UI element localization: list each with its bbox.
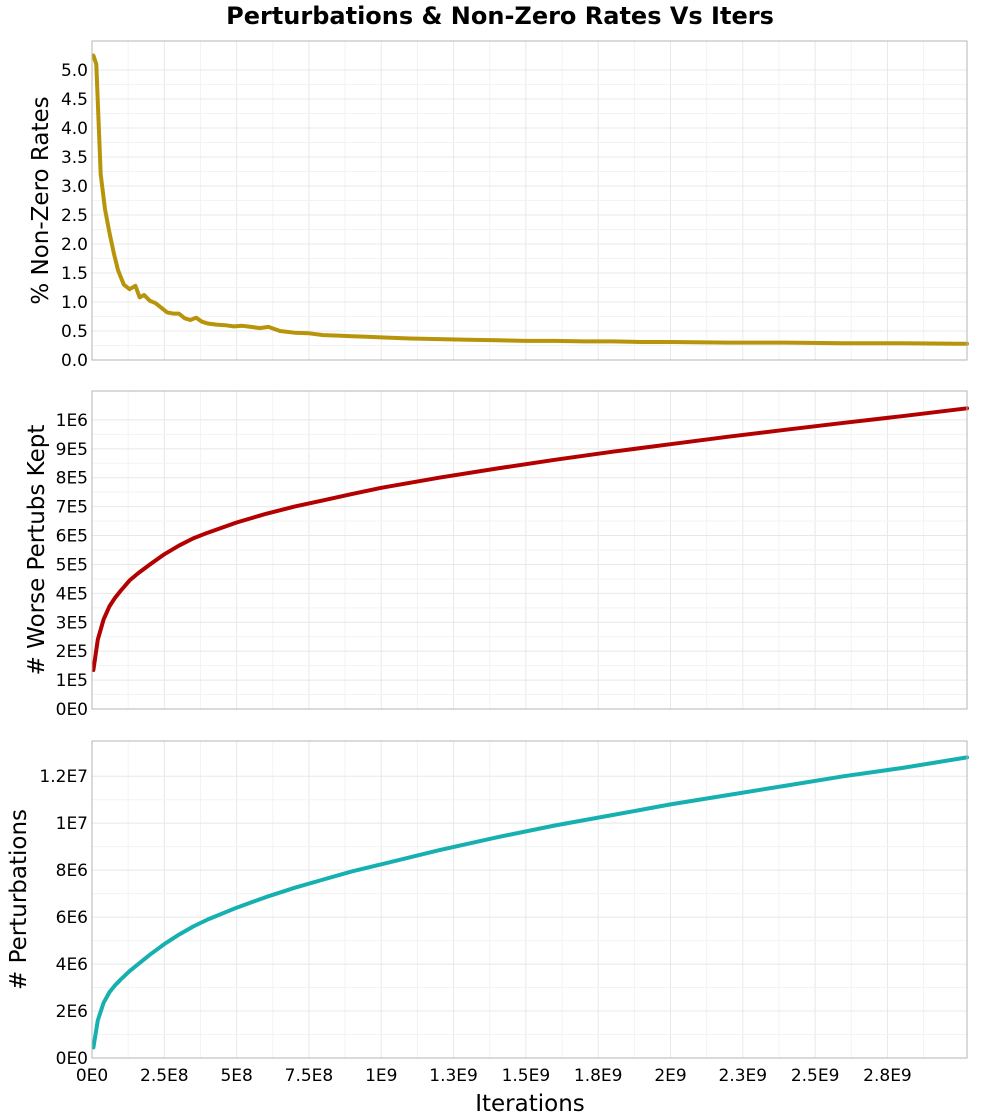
x-tick-label: 2E9: [654, 1066, 686, 1086]
x-tick-label: 1.5E9: [502, 1066, 551, 1086]
y-tick-label: 5E5: [56, 555, 88, 575]
x-tick-label: 2.8E9: [863, 1066, 912, 1086]
y-tick-label: 3.0: [61, 177, 88, 197]
x-tick-label: 1.8E9: [574, 1066, 623, 1086]
y-tick-label: 4E6: [56, 955, 88, 975]
y-tick-label: 4E5: [56, 584, 88, 604]
x-tick-label: 2.3E9: [719, 1066, 768, 1086]
plot-frame: [91, 740, 968, 1059]
panel-2: 0E0 1E5 2E5 3E5 4E5 5E5 6E5 7E5 8E5 9E5 1E6 # Worse…: [24, 390, 969, 720]
plot-frame: [91, 40, 968, 361]
x-tick-label: 2.5E8: [140, 1066, 189, 1086]
x-axis-label: Iterations: [475, 1091, 585, 1117]
y-tick-label: 8E5: [56, 469, 88, 489]
x-tick-label: 2.5E9: [791, 1066, 840, 1086]
y-tick-label: 8E6: [56, 861, 88, 881]
y-tick-label: 1E6: [56, 411, 88, 431]
x-tick-label: 5E8: [220, 1066, 252, 1086]
y-tick-label: 5.0: [61, 61, 88, 81]
y-axis-label: # Worse Pertubs Kept: [24, 425, 50, 676]
panel-3: 0E0 2E6 4E6 6E6 8E6 1E7 1.2E7 # Perturbations 0E…: [6, 740, 969, 1086]
y-axis-label: % Non-Zero Rates: [28, 96, 54, 304]
y-tick-label: 1E7: [56, 814, 88, 834]
panel-1: 0.0 0.5 1.0 1.5 2.0 2.5 3.0 3.5 4.0 4.5 5.0 % Non-Z…: [28, 40, 969, 371]
y-tick-label: 2.5: [61, 206, 88, 226]
y-tick-label: 6E5: [56, 527, 88, 547]
plot-frame: [91, 390, 968, 710]
y-tick-label: 4.5: [61, 90, 88, 110]
chart-title: Perturbations & Non-Zero Rates Vs Iters: [226, 2, 774, 30]
x-tick-label: 0E0: [76, 1066, 108, 1086]
y-tick-label: 0.5: [61, 322, 88, 342]
x-tick-label: 1E9: [365, 1066, 397, 1086]
y-tick-label: 4.0: [61, 119, 88, 139]
y-tick-label: 0E0: [56, 700, 88, 720]
y-tick-label: 3.5: [61, 148, 88, 168]
y-tick-label: 1E5: [56, 671, 88, 691]
x-tick-label: 7.5E8: [285, 1066, 334, 1086]
y-tick-label: 7E5: [56, 498, 88, 518]
series-line: [91, 53, 969, 346]
y-tick-label: 0.0: [61, 351, 88, 371]
y-tick-label: 2E5: [56, 642, 88, 662]
plot-area: [92, 741, 967, 1058]
x-tick-label: 1.3E9: [429, 1066, 478, 1086]
y-tick-label: 2E6: [56, 1002, 88, 1022]
y-tick-label: 1.5: [61, 264, 88, 284]
y-axis-label: # Perturbations: [6, 809, 32, 990]
y-tick-label: 3E5: [56, 613, 88, 633]
series-line: [91, 755, 969, 1050]
y-tick-label: 1.0: [61, 293, 88, 313]
series-line: [91, 406, 969, 672]
y-tick-label: 9E5: [56, 440, 88, 460]
y-tick-label: 6E6: [56, 908, 88, 928]
y-tick-label: 2.0: [61, 235, 88, 255]
y-tick-label: 1.2E7: [39, 767, 88, 787]
y-tick-label: 0E0: [56, 1049, 88, 1069]
